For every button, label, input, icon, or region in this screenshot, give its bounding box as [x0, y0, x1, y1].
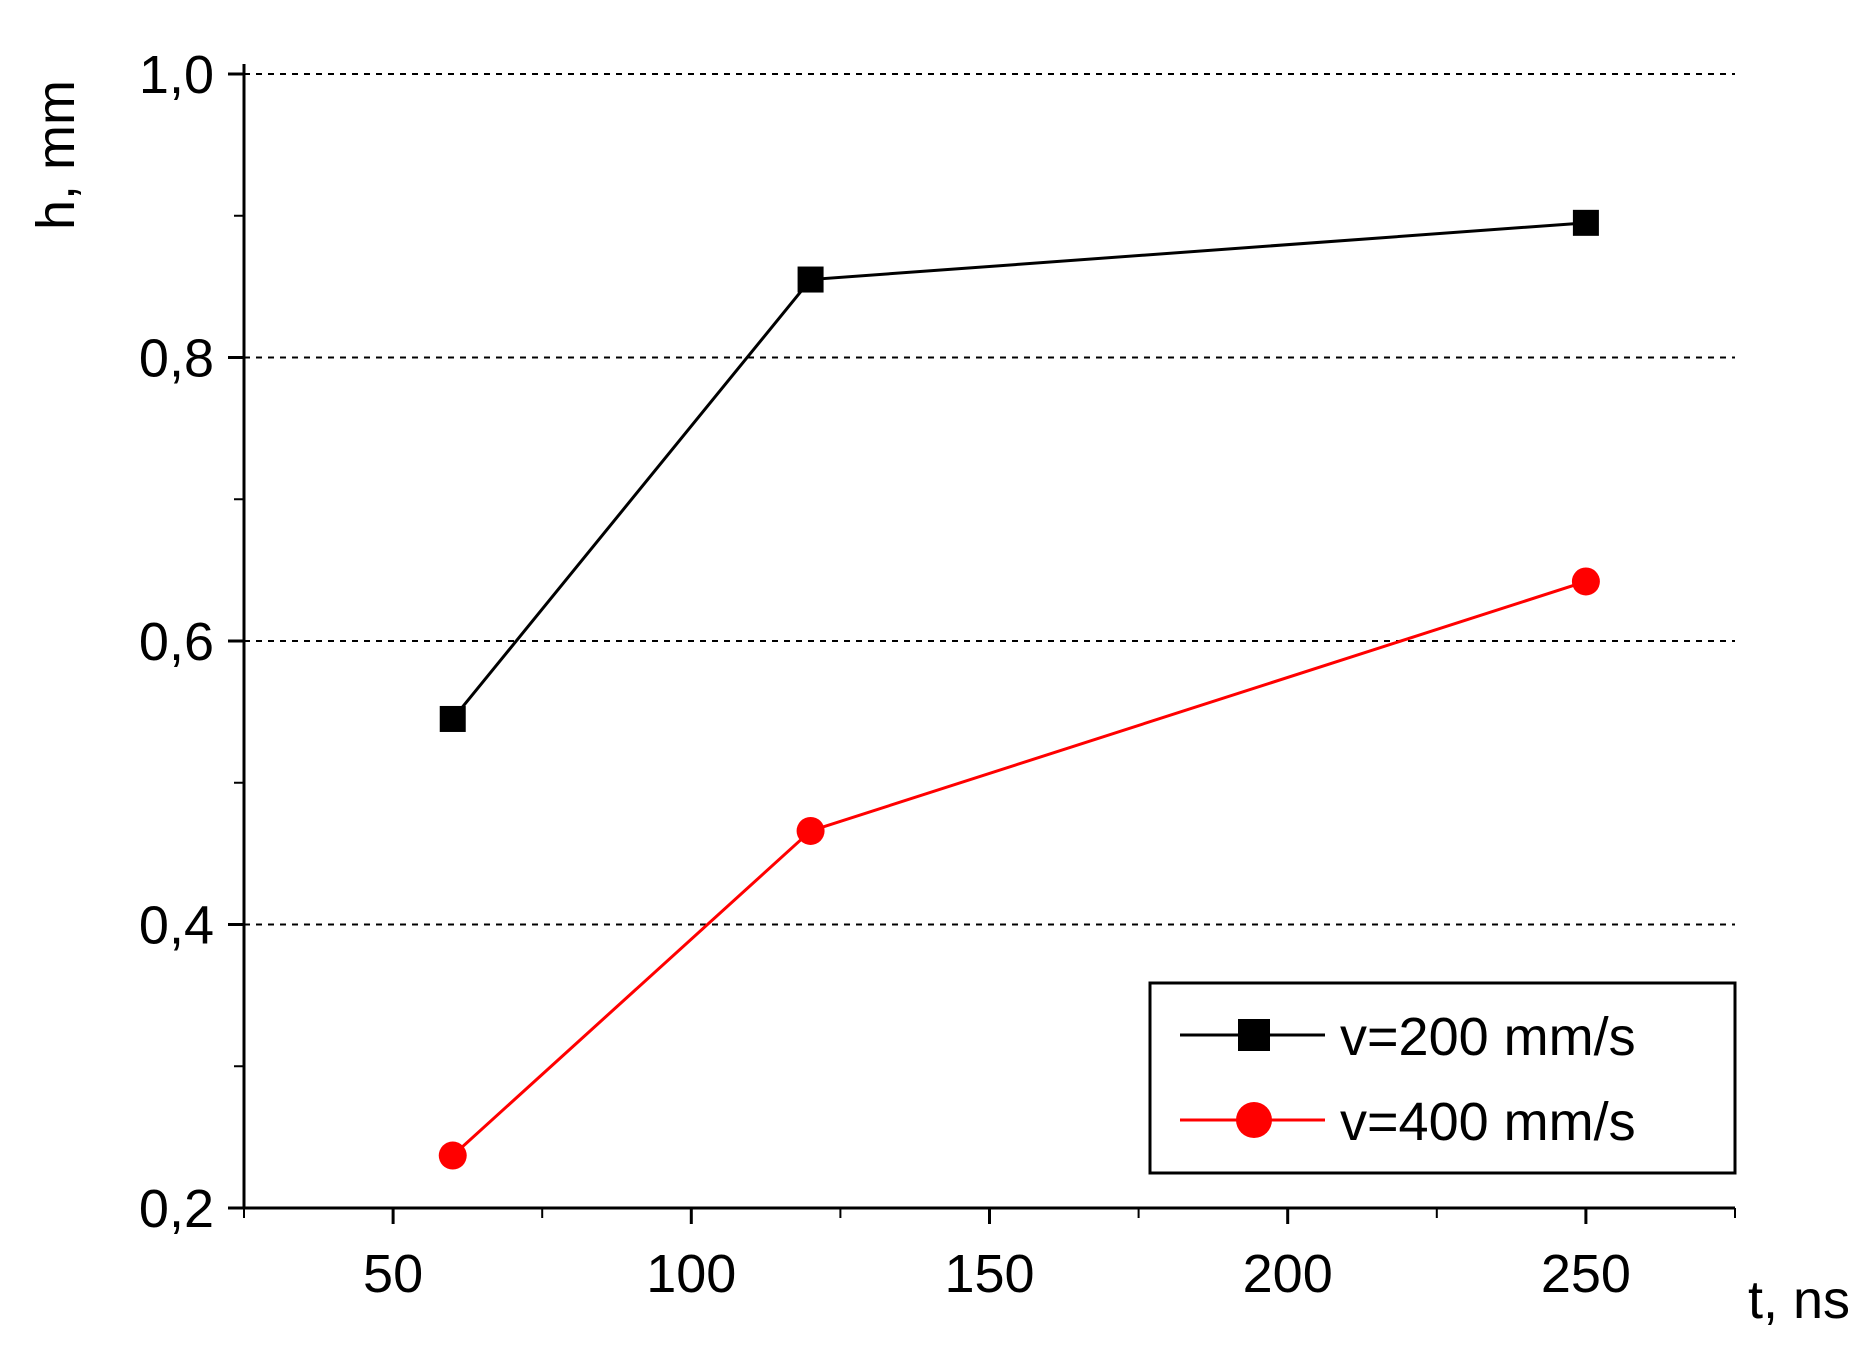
x-axis-title: t, ns — [1748, 1270, 1850, 1330]
series-v200 — [439, 209, 1599, 732]
data-point-v400-0 — [438, 1141, 467, 1170]
series-layer — [438, 209, 1600, 1170]
legend: v=200 mm/s v=400 mm/s — [1148, 981, 1737, 1175]
legend-entry-v400: v=400 mm/s — [1180, 1092, 1636, 1152]
series-line-v200 — [451, 221, 1587, 720]
axes: 50 100 150 200 250 0,2 0,4 0,6 0,8 1,0 — [139, 45, 1736, 1304]
x-tick-label-1: 100 — [646, 1244, 736, 1304]
y-tick-label-3: 0,8 — [139, 329, 214, 389]
x-tick-label-3: 200 — [1243, 1244, 1333, 1304]
data-point-v200-0 — [439, 705, 466, 732]
legend-entry-v200: v=200 mm/s — [1180, 1007, 1636, 1067]
y-tick-label-0: 0,2 — [139, 1179, 214, 1239]
legend-box — [1148, 981, 1737, 1175]
data-point-v200-1 — [797, 266, 824, 293]
legend-label-v200: v=200 mm/s — [1340, 1007, 1636, 1067]
data-point-v400-2 — [1571, 567, 1600, 596]
legend-marker-square — [1238, 1019, 1270, 1051]
x-ticks: 50 100 150 200 250 — [243, 1208, 1736, 1304]
y-tick-label-1: 0,4 — [139, 896, 214, 956]
x-tick-label-2: 150 — [944, 1244, 1034, 1304]
legend-label-v400: v=400 mm/s — [1340, 1092, 1636, 1152]
y-tick-label-2: 0,6 — [139, 612, 214, 672]
x-tick-label-4: 250 — [1541, 1244, 1631, 1304]
legend-marker-circle — [1236, 1102, 1272, 1138]
y-tick-label-4: 1,0 — [139, 45, 214, 105]
y-ticks: 0,2 0,4 0,6 0,8 1,0 — [139, 45, 244, 1239]
grid-lines — [244, 73, 1735, 926]
data-point-v400-1 — [796, 816, 825, 845]
data-point-v200-2 — [1572, 209, 1599, 236]
series-v400 — [438, 567, 1600, 1170]
x-tick-label-0: 50 — [363, 1244, 423, 1304]
y-axis-title: h, mm — [26, 80, 86, 230]
